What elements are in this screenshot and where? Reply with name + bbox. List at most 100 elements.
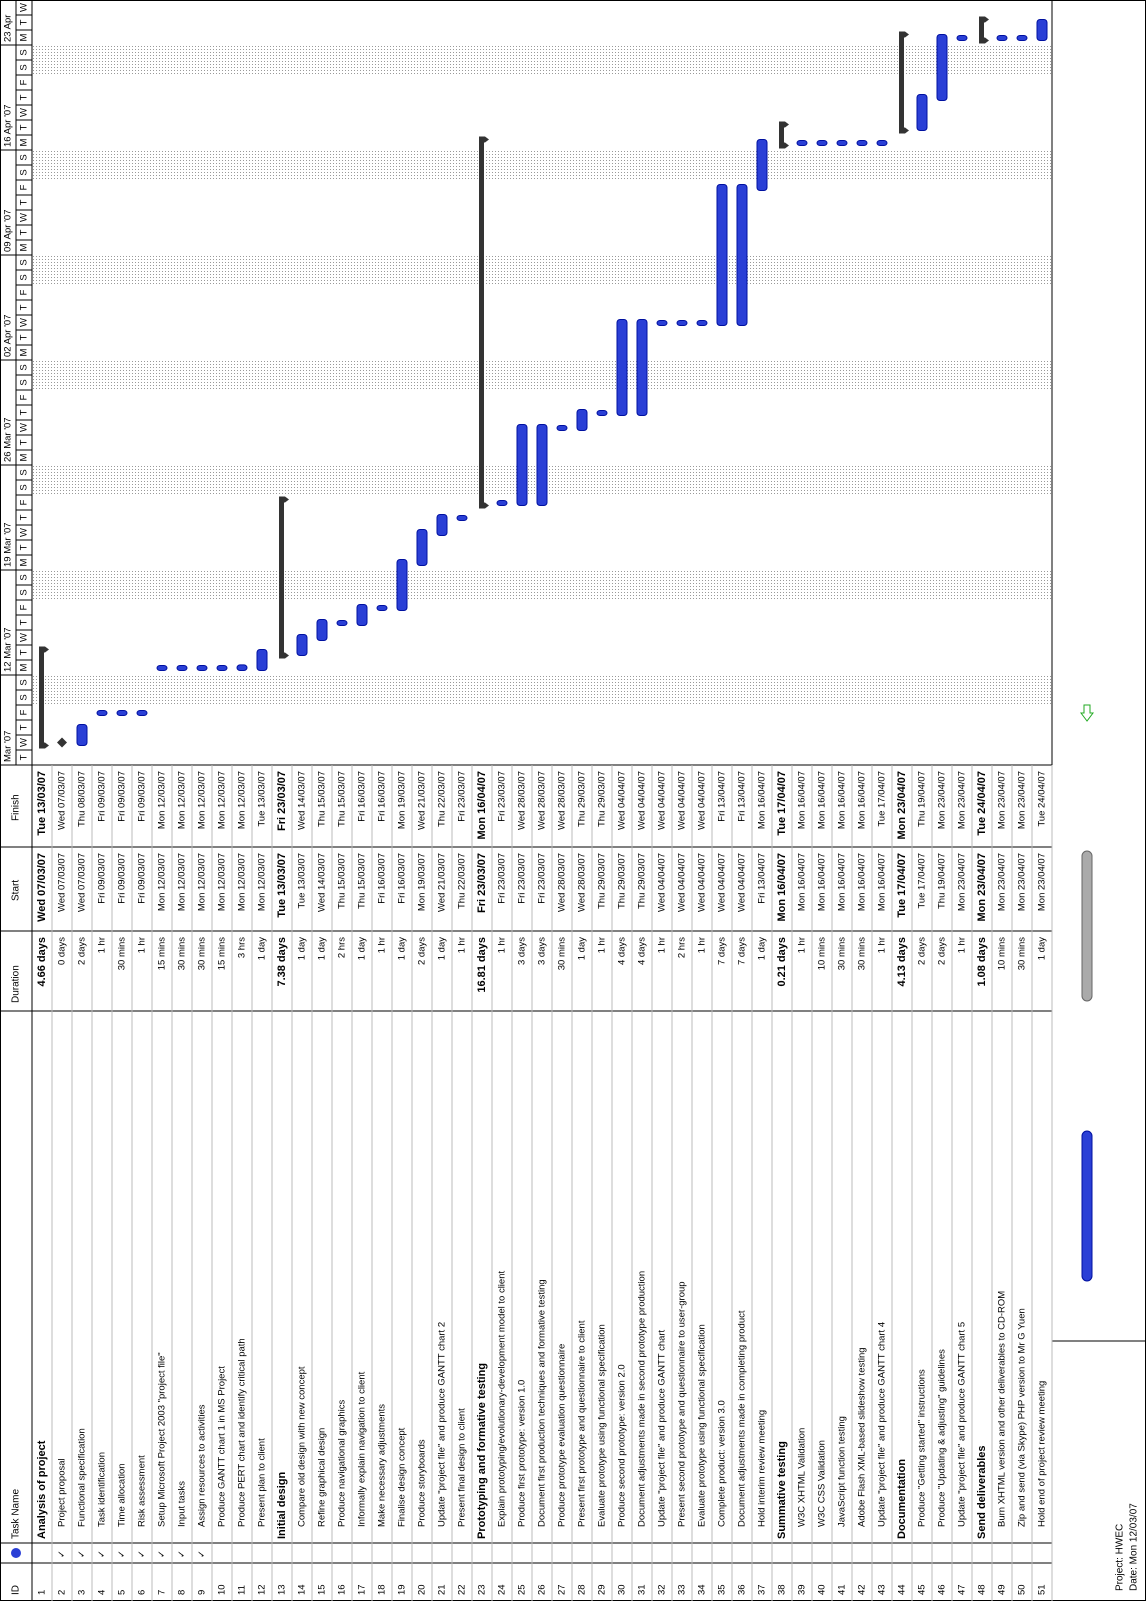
weekend-shade — [32, 675, 1052, 690]
week-label: 12 Mar '07 — [3, 627, 14, 672]
finish: Tue 13/03/07 — [36, 771, 48, 836]
task-name: Produce first prototype: version 1.0 — [517, 1380, 528, 1527]
start: Wed 04/04/07 — [697, 853, 708, 912]
weekend-shade — [32, 375, 1052, 390]
task-name: Zip and send (via Skype) PHP version to … — [1017, 1308, 1028, 1527]
row-id: 34 — [697, 1584, 708, 1595]
week-label: 23 Apr — [3, 15, 14, 42]
start: Thu 19/04/07 — [937, 853, 948, 909]
row-id: 11 — [237, 1585, 248, 1595]
duration: 1 hr — [137, 937, 148, 953]
finish: Wed 07/03/07 — [57, 771, 68, 830]
task-bar — [336, 620, 348, 626]
duration: 2 days — [917, 937, 928, 965]
start: Mon 16/04/07 — [877, 853, 888, 911]
task-name: Documentation — [896, 1459, 908, 1539]
start: Wed 14/03/07 — [317, 853, 328, 912]
finish: Wed 28/03/07 — [517, 771, 528, 830]
duration: 30 mins — [1017, 937, 1028, 971]
duration: 4 days — [617, 937, 628, 965]
start: Thu 22/03/07 — [457, 853, 468, 909]
day-label: S — [19, 589, 30, 595]
task-name: Produce GANTT chart 1 in MS Project — [217, 1366, 228, 1527]
task-name: Setup Microsoft Project 2003 "project fi… — [157, 1352, 168, 1527]
finish: Wed 14/03/07 — [297, 771, 308, 830]
finish: Mon 12/03/07 — [177, 771, 188, 829]
duration: 2 hrs — [337, 937, 348, 958]
weekend-shade — [32, 690, 1052, 705]
summary-end — [979, 16, 989, 23]
duration: 30 mins — [117, 937, 128, 971]
duration: 2 days — [937, 937, 948, 965]
day-label: T — [19, 409, 30, 415]
duration: 1 day — [257, 937, 268, 960]
weekend-shade — [32, 165, 1052, 180]
row-id: 41 — [837, 1584, 848, 1595]
finish: Mon 12/03/07 — [197, 771, 208, 829]
task-name: Make necessary adjustments — [377, 1404, 388, 1527]
header-start: Start — [11, 880, 22, 901]
row-id: 47 — [957, 1584, 968, 1595]
task-name: Refine graphical design — [317, 1428, 328, 1527]
row-id: 17 — [357, 1584, 368, 1595]
finish: Mon 16/04/07 — [797, 771, 808, 829]
finish: Wed 04/04/07 — [637, 771, 648, 830]
task-bar — [316, 619, 328, 641]
row-id: 29 — [597, 1584, 608, 1595]
row-id: 33 — [677, 1584, 688, 1595]
day-label: T — [19, 94, 30, 100]
start: Wed 07/03/07 — [57, 853, 68, 912]
row-id: 7 — [157, 1590, 168, 1595]
finish: Mon 23/04/07 — [937, 771, 948, 829]
task-name: Prototyping and formative testing — [476, 1363, 488, 1539]
day-label: F — [19, 709, 30, 715]
task-name: Task identification — [97, 1452, 108, 1527]
day-label: S — [19, 64, 30, 70]
task-bar — [756, 139, 768, 191]
finish: Thu 22/03/07 — [437, 771, 448, 827]
task-bar — [176, 665, 188, 671]
start: Fri 23/03/07 — [476, 853, 488, 913]
start: Wed 28/03/07 — [577, 853, 588, 912]
start: Mon 12/03/07 — [257, 853, 268, 911]
row-id: 37 — [757, 1584, 768, 1595]
task-name: Document adjustments made in second prot… — [637, 1271, 648, 1527]
task-name: Analysis of project — [36, 1440, 48, 1539]
task-name: Explain prototyping/evolutionary-develop… — [497, 1271, 508, 1527]
finish: Wed 04/04/07 — [697, 771, 708, 830]
start: Thu 29/03/07 — [637, 853, 648, 909]
finish: Mon 23/04/07 — [896, 771, 908, 839]
day-label: M — [19, 453, 30, 461]
task-name: Project proposal — [57, 1458, 68, 1527]
start: Fri 23/03/07 — [517, 853, 528, 904]
duration: 1 day — [757, 937, 768, 960]
duration: 1 hr — [697, 937, 708, 953]
duration: 2 days — [417, 937, 428, 965]
task-name: Risk assessment — [137, 1455, 148, 1527]
duration: 1 day — [437, 937, 448, 960]
weekend-shade — [32, 570, 1052, 585]
task-bar — [876, 140, 888, 146]
task-bar — [796, 140, 808, 146]
finish: Wed 04/04/07 — [657, 771, 668, 830]
task-name: Produce PERT chart and identify critical… — [237, 1338, 248, 1527]
task-name: Input tasks — [177, 1481, 188, 1527]
duration: 1 day — [317, 937, 328, 960]
indicator-header-icon — [11, 1548, 21, 1558]
start: Wed 04/04/07 — [677, 853, 688, 912]
duration: 1 day — [577, 937, 588, 960]
row-id: 28 — [577, 1584, 588, 1595]
day-label: W — [19, 318, 30, 327]
start: Wed 07/03/07 — [77, 853, 88, 912]
task-bar — [816, 140, 828, 146]
row-id: 39 — [797, 1584, 808, 1595]
row-id: 24 — [497, 1584, 508, 1595]
finish: Fri 23/03/07 — [497, 771, 508, 822]
task-bar — [296, 634, 308, 656]
header-finish: Finish — [11, 794, 22, 821]
day-label: T — [19, 334, 30, 340]
day-label: T — [19, 544, 30, 550]
finish: Mon 16/04/07 — [857, 771, 868, 829]
row-id: 14 — [297, 1584, 308, 1595]
